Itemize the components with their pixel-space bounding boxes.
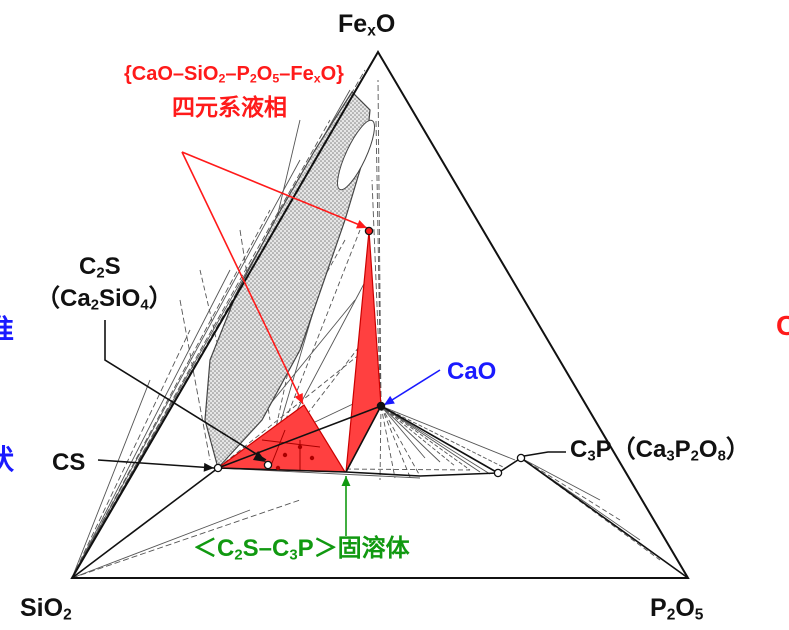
liquid-dotted-band: [204, 91, 371, 470]
cao-arrow: [383, 369, 441, 406]
c3p-point: [493, 468, 503, 478]
tie-line: [379, 405, 382, 481]
phase-points: [213, 226, 526, 478]
red-inner-line: [261, 439, 321, 448]
cao-arrow-head: [384, 395, 395, 405]
liquid-region-shading: [204, 91, 375, 470]
vertex-label-sio2: SiO2: [20, 594, 72, 624]
edge-text-left-3: 状: [0, 444, 15, 475]
cs-point: [213, 463, 223, 473]
c2s-formula-label: （Ca2SiO4）: [36, 285, 173, 314]
c2s-leader-line-head: [253, 451, 266, 462]
tie-line: [71, 509, 251, 579]
triangle-outline: [70, 50, 690, 579]
cs-cao-line: [217, 405, 382, 469]
red-point: [275, 465, 281, 471]
red-inner-line: [269, 429, 286, 469]
edge-text-left-1: 准: [0, 314, 15, 345]
liquid-arrow-left-head: [294, 393, 303, 404]
tie-line: [380, 405, 441, 463]
tie-line: [377, 79, 382, 407]
tie-line: [380, 405, 421, 477]
cs-label: CS: [52, 449, 86, 476]
c3p-point-2: [516, 453, 526, 463]
c3p-label: C3P（Ca3P2O8）: [570, 436, 750, 465]
edge-text-right: C: [776, 310, 789, 341]
tie-line: [71, 119, 331, 579]
tie-line: [380, 405, 481, 473]
c2s-point: [263, 460, 273, 470]
sio2-cs-line: [71, 467, 219, 579]
edge-text-left-2: ·: [0, 384, 3, 412]
tie-line: [71, 329, 191, 579]
tie-line: [380, 405, 471, 471]
tie-line: [380, 405, 396, 479]
liquid-phase-label: {CaO–SiO2–P2O5–FexO}: [124, 63, 344, 86]
vertex-label-fexo: FexO: [338, 10, 396, 40]
c2s-leader-line: [104, 320, 267, 461]
ternary-triangle: [70, 50, 690, 579]
solid-solution-label: ＜C2S–C3P＞固溶体: [193, 535, 410, 564]
tie-line: [71, 209, 271, 579]
c3p-leader-line: [523, 451, 566, 457]
tie-line: [380, 405, 456, 467]
tie-line: [380, 405, 506, 469]
c3p-p2o5-line: [520, 457, 689, 579]
tie-line: [71, 499, 301, 579]
cao-point: [376, 401, 386, 411]
red-point: [282, 452, 288, 458]
cao-label: CaO: [447, 358, 497, 385]
liquid-arrow-right: [181, 151, 368, 229]
annotation-arrows: [97, 151, 566, 536]
tie-line: [380, 405, 516, 461]
tie-line: [71, 269, 231, 579]
tie-line: [520, 457, 621, 521]
c2s-label: C2S: [79, 253, 121, 282]
cao-c3p-line: [380, 405, 499, 474]
tie-line: [380, 405, 426, 459]
tie-line: [71, 159, 301, 579]
liquid-arrow-right-head: [356, 220, 367, 229]
tie-line: [239, 229, 271, 421]
tie-line: [380, 405, 491, 475]
cs-arrow-head: [203, 462, 214, 472]
solid-solution-arrow-head: [341, 476, 351, 487]
red-point: [309, 455, 315, 461]
liquid-arrow-left: [181, 151, 304, 405]
tie-line: [371, 179, 382, 407]
solid-solution-line: [217, 457, 522, 477]
tie-line: [179, 299, 211, 461]
cs-arrow: [97, 459, 215, 469]
tie-line: [520, 457, 601, 501]
tie-line: [71, 379, 151, 579]
vertex-label-p2o5: P2O5: [650, 594, 704, 624]
liquid-point: [364, 226, 374, 236]
red-point: [297, 444, 303, 450]
liquid-phase-label-jp: 四元系液相: [172, 94, 287, 120]
tie-line: [380, 405, 411, 478]
immiscibility-loop: [337, 119, 375, 191]
cao-ss-line: [345, 405, 382, 473]
